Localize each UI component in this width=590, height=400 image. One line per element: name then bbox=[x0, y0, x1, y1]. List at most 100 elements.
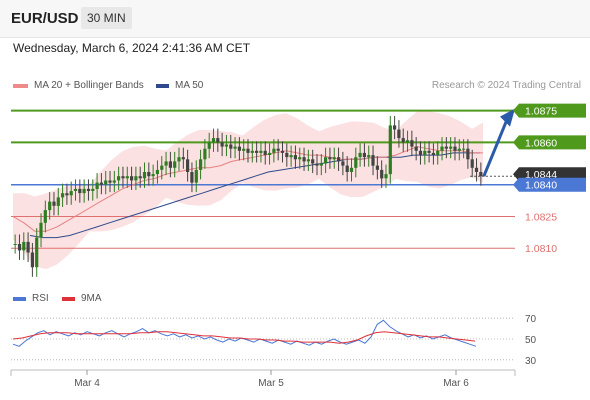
candle-body bbox=[229, 144, 233, 149]
candle-body bbox=[285, 152, 289, 158]
candle-body bbox=[423, 150, 427, 155]
candle-body bbox=[194, 169, 198, 183]
candle-body bbox=[26, 241, 30, 253]
candle-body bbox=[82, 188, 86, 194]
candle-body bbox=[160, 165, 164, 170]
timeframe-badge[interactable]: 30 MIN bbox=[81, 7, 132, 29]
candle-body bbox=[121, 176, 125, 179]
candle-body bbox=[233, 146, 237, 149]
level-tag-bg bbox=[513, 103, 586, 118]
candle-body bbox=[410, 140, 414, 147]
level-tag-label: 1.0840 bbox=[525, 180, 557, 192]
candle-body bbox=[345, 165, 349, 172]
candle-body bbox=[272, 148, 276, 153]
candle-body bbox=[302, 157, 306, 162]
candle-body bbox=[388, 125, 392, 175]
candle-body bbox=[418, 150, 423, 155]
candle-body bbox=[401, 138, 405, 143]
candle-body bbox=[293, 155, 297, 160]
candle-body bbox=[164, 161, 168, 166]
candle-body bbox=[431, 152, 435, 155]
legend-rsi: RSI bbox=[13, 293, 49, 304]
legend-ma20-label: MA 20 + Bollinger Bands bbox=[34, 80, 144, 91]
legend-rsi-label: RSI bbox=[32, 293, 49, 304]
candle-body bbox=[298, 157, 302, 160]
legend-ma50-label: MA 50 bbox=[175, 80, 204, 91]
x-tick-label: Mar 4 bbox=[74, 378, 100, 389]
level-tag-label: 1.0810 bbox=[525, 243, 557, 255]
candle-body bbox=[259, 150, 263, 153]
legend-ma50: MA 50 bbox=[156, 80, 203, 91]
candle-body bbox=[173, 161, 177, 168]
candle-body bbox=[125, 176, 129, 179]
candle-body bbox=[453, 146, 457, 151]
ma50-line bbox=[29, 152, 480, 239]
candle-body bbox=[190, 172, 194, 183]
candle-body bbox=[427, 150, 431, 153]
level-lines bbox=[11, 109, 515, 249]
candle-body bbox=[393, 125, 397, 130]
candle-body bbox=[384, 174, 388, 179]
candle-body bbox=[203, 148, 207, 160]
candle-body bbox=[22, 241, 26, 251]
candle-body bbox=[73, 188, 78, 191]
legend-ma50-swatch bbox=[156, 83, 169, 88]
candle-body bbox=[289, 155, 293, 158]
x-tick-label: Mar 5 bbox=[258, 378, 284, 389]
level-tag-label: 1.0860 bbox=[525, 137, 557, 149]
candle-body bbox=[358, 152, 362, 158]
candle-body bbox=[117, 176, 121, 181]
level-tag-1.0810: 1.0810 bbox=[525, 243, 557, 255]
timestamp: Wednesday, March 6, 2024 2:41:36 AM CET bbox=[13, 41, 251, 55]
candle-body bbox=[354, 157, 358, 168]
candles bbox=[13, 115, 483, 277]
candle-body bbox=[380, 169, 384, 179]
candle-body bbox=[466, 148, 470, 160]
candle-body bbox=[280, 150, 285, 153]
candle-body bbox=[147, 172, 151, 177]
candle-body bbox=[255, 150, 259, 153]
candle-body bbox=[134, 176, 138, 181]
candle-body bbox=[61, 193, 65, 198]
candle-body bbox=[56, 197, 60, 206]
credit-text: Research © 2024 Trading Central bbox=[431, 80, 581, 91]
legend-rsi-swatch bbox=[13, 296, 26, 301]
candle-body bbox=[311, 159, 315, 164]
candle-body bbox=[65, 193, 69, 196]
legend-ma20-swatch bbox=[13, 83, 28, 88]
candle-body bbox=[142, 172, 147, 179]
candle-body bbox=[263, 150, 267, 155]
candle-body bbox=[474, 167, 479, 172]
candle-body bbox=[449, 146, 453, 149]
candle-body bbox=[78, 188, 82, 194]
rsi-tick-label: 70 bbox=[525, 314, 537, 325]
candle-body bbox=[362, 152, 366, 158]
level-tag-bg bbox=[513, 177, 586, 192]
candle-body bbox=[324, 157, 328, 164]
candle-body bbox=[216, 138, 220, 143]
candle-body bbox=[17, 244, 22, 251]
legend-9ma-label: 9MA bbox=[81, 293, 102, 304]
level-tag-bg bbox=[513, 135, 586, 150]
candle-body bbox=[177, 157, 181, 162]
candle-body bbox=[328, 157, 332, 160]
candle-body bbox=[13, 244, 17, 245]
candle-body bbox=[39, 222, 43, 238]
candle-body bbox=[268, 152, 272, 155]
candle-body bbox=[276, 148, 280, 151]
candle-body bbox=[181, 157, 185, 160]
candle-body bbox=[319, 163, 323, 166]
candle-body bbox=[405, 140, 410, 143]
candle-body bbox=[168, 161, 172, 168]
candle-body bbox=[397, 129, 401, 139]
level-tag-1.0860: 1.0860 bbox=[513, 135, 586, 150]
candle-body bbox=[211, 138, 216, 143]
candle-body bbox=[224, 144, 228, 147]
candle-body bbox=[48, 201, 52, 211]
legend-9ma: 9MA bbox=[62, 293, 102, 304]
candle-body bbox=[112, 180, 116, 183]
level-tag-1.0825: 1.0825 bbox=[525, 211, 557, 223]
chart-header: EUR/USD 30 MIN bbox=[0, 0, 590, 38]
candle-body bbox=[207, 142, 211, 149]
